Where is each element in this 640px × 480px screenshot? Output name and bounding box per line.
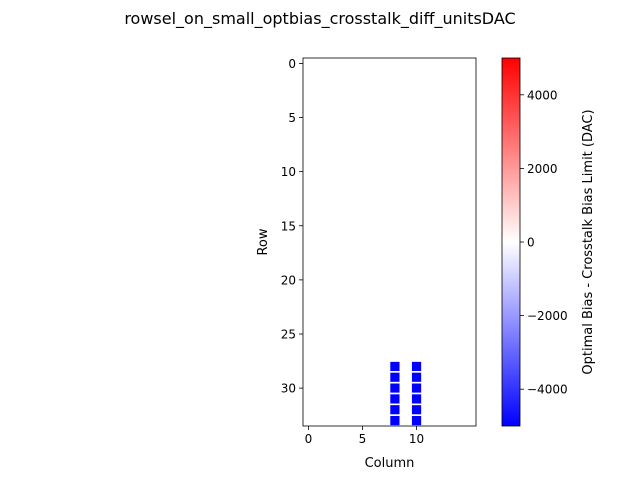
y-tick-label: 30 <box>281 382 296 396</box>
plot-frame <box>302 57 477 427</box>
y-tick-label: 15 <box>281 219 296 233</box>
y-tick-label: 5 <box>288 111 296 125</box>
heatmap-cell <box>410 371 423 384</box>
colorbar-tick-label: −4000 <box>527 383 568 397</box>
y-axis-ticks: 0 5 10 15 20 25 30 <box>281 57 303 396</box>
heatmap-cell <box>388 403 402 416</box>
colorbar-label: Optimal Bias - Crosstalk Bias Limit (DAC… <box>581 109 596 374</box>
colorbar-tick-label: 2000 <box>527 162 558 176</box>
heatmap-cell <box>410 392 423 406</box>
colorbar-tick-label: −2000 <box>527 309 568 323</box>
colorbar-gradient <box>501 57 521 427</box>
x-tick-label: 10 <box>409 432 424 446</box>
colorbar-tick-label: 4000 <box>527 88 558 102</box>
x-axis-label: Column <box>365 456 415 471</box>
heatmap-cell <box>388 381 402 395</box>
colorbar-tick-label: 0 <box>527 236 535 250</box>
heatmap-cell <box>388 392 402 406</box>
heatmap-cell <box>388 360 402 373</box>
x-tick-label: 0 <box>305 432 313 446</box>
heatmap-cell <box>410 403 423 416</box>
x-tick-label: 5 <box>359 432 367 446</box>
plot-area: 0 5 10 0 5 10 15 20 25 30 <box>281 57 477 446</box>
colorbar: −4000 −2000 0 2000 4000 <box>501 57 568 427</box>
chart-title: rowsel_on_small_optbias_crosstalk_diff_u… <box>124 9 515 29</box>
y-tick-label: 0 <box>288 57 296 71</box>
y-tick-label: 10 <box>281 165 296 179</box>
y-tick-label: 20 <box>281 273 296 287</box>
heatmap-cell <box>388 414 402 427</box>
x-axis-ticks: 0 5 10 <box>305 426 424 446</box>
heatmap-cell <box>410 414 423 427</box>
y-tick-label: 25 <box>281 328 296 342</box>
colorbar-ticks: −4000 −2000 0 2000 4000 <box>520 88 568 397</box>
heatmap-cell <box>410 360 423 373</box>
heatmap-cell <box>410 381 423 395</box>
heatmap-cell <box>388 371 402 384</box>
y-axis-label: Row <box>256 228 271 255</box>
